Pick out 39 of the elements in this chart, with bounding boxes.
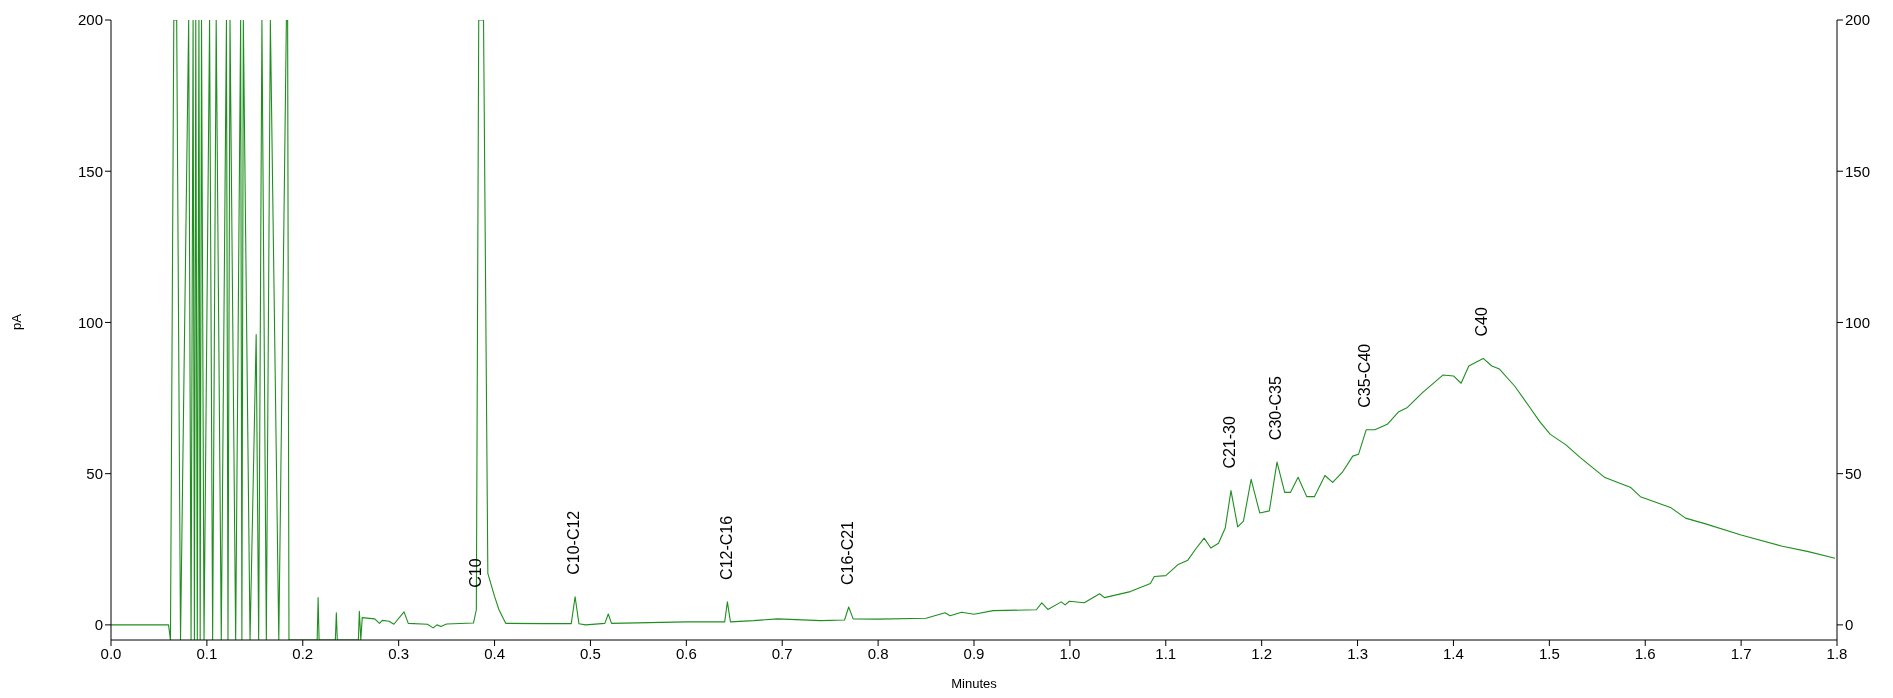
- y2-tick-label: 150: [1845, 162, 1871, 180]
- y-tick-label: 200: [77, 11, 103, 29]
- x-axis-title: Minutes: [951, 676, 998, 691]
- y-axis-title: pA: [8, 313, 24, 330]
- y2-tick-label: 100: [1845, 313, 1871, 331]
- annotation: C16-C21: [838, 520, 856, 586]
- x-tick-label: 1.1: [1155, 644, 1177, 662]
- x-tick-label: 1.2: [1251, 644, 1273, 662]
- y2-tick-label: 200: [1845, 11, 1871, 29]
- x-tick-label: 0.5: [580, 644, 601, 662]
- x-tick-label: 0.4: [484, 644, 505, 662]
- x-tick-label: 0.9: [963, 644, 985, 662]
- y-tick-label: 50: [86, 464, 103, 482]
- x-tick-label: 0.1: [196, 644, 218, 662]
- x-tick-label: 0.6: [675, 644, 697, 662]
- annotation: C12-C16: [717, 515, 735, 580]
- x-tick-label: 1.0: [1059, 644, 1081, 662]
- y-tick-label: 0: [94, 616, 103, 634]
- annotation: C10: [466, 558, 484, 588]
- annotation: C35-C40: [1356, 343, 1374, 408]
- y-tick-label: 100: [77, 313, 103, 331]
- y-tick-label: 150: [77, 162, 103, 180]
- x-tick-label: 1.8: [1826, 644, 1848, 662]
- x-tick-label: 0.3: [388, 644, 410, 662]
- annotation: C21-30: [1221, 416, 1239, 469]
- annotation: C40: [1473, 306, 1491, 337]
- x-tick-label: 1.5: [1538, 644, 1560, 662]
- x-tick-label: 0.0: [100, 644, 122, 662]
- x-tick-label: 1.4: [1443, 644, 1464, 662]
- y2-tick-label: 0: [1845, 616, 1854, 634]
- x-tick-label: 1.7: [1730, 644, 1752, 662]
- y2-tick-label: 50: [1845, 464, 1862, 482]
- x-tick-label: 0.8: [867, 644, 889, 662]
- x-tick-label: 1.6: [1634, 644, 1656, 662]
- x-tick-label: 0.7: [771, 644, 793, 662]
- annotation: C30-C35: [1267, 376, 1285, 441]
- annotation: C10-C12: [565, 510, 583, 575]
- x-tick-label: 0.2: [292, 644, 314, 662]
- x-tick-label: 1.3: [1347, 644, 1368, 662]
